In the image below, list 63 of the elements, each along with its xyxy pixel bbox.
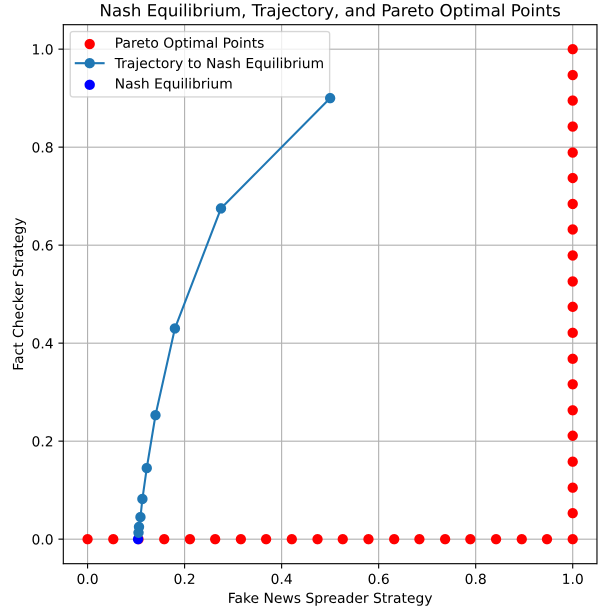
point [568, 276, 578, 287]
point [286, 534, 298, 544]
y-tick-label: 1.0 [33, 44, 53, 55]
y-tick-label: 0.4 [32, 338, 53, 349]
point [150, 410, 161, 420]
x-tick-label: 0.8 [466, 574, 486, 584]
point [465, 534, 476, 544]
point [568, 430, 578, 441]
x-tick-label: 0.4 [272, 574, 292, 584]
point [159, 534, 170, 544]
point [568, 328, 578, 338]
point [324, 92, 336, 104]
x-tick-label: 0.0 [77, 574, 98, 584]
point [108, 534, 118, 544]
point [338, 534, 348, 544]
point [135, 512, 146, 522]
legend-label: Trajectory to Nash Equilibrium [114, 58, 323, 71]
point [568, 456, 578, 467]
point [82, 534, 93, 544]
point [216, 203, 226, 214]
point [184, 534, 196, 544]
point [236, 534, 246, 544]
point [568, 379, 578, 390]
point [137, 494, 148, 504]
x-tick-label: 1.0 [563, 574, 583, 584]
point [568, 224, 578, 235]
legend-label: Pareto Optimal Points [116, 37, 264, 51]
point [568, 70, 578, 80]
point [170, 323, 180, 334]
y-tick-label: 0.8 [32, 142, 53, 153]
point [414, 534, 425, 544]
point [568, 482, 578, 493]
point [363, 534, 374, 544]
y-tick-label: 0.6 [32, 240, 53, 251]
chart-title: Nash Equilibrium, Trajectory, and Pareto Optimal Points [101, 4, 560, 20]
x-tick-label: 0.6 [368, 574, 389, 584]
point [568, 95, 578, 106]
point [490, 534, 502, 544]
point [516, 534, 527, 544]
point [568, 147, 578, 158]
point [312, 534, 323, 544]
point [260, 534, 272, 544]
x-axis-title: Fake News Spreader Strategy [229, 592, 432, 606]
point [210, 534, 220, 544]
x-tick-label: 0.2 [174, 574, 194, 584]
legend-label: Nash Equilibrium [116, 78, 232, 92]
point [568, 405, 578, 416]
point [568, 198, 578, 210]
point [142, 462, 152, 474]
point [568, 302, 578, 312]
y-tick-label: 0.2 [32, 436, 52, 447]
point [568, 44, 578, 54]
point [388, 534, 400, 544]
point [568, 508, 578, 518]
point [568, 121, 578, 132]
y-tick-label: 0.0 [32, 534, 53, 545]
point [440, 534, 450, 544]
y-axis-title: Fact Checker Strategy [12, 218, 26, 370]
point [542, 534, 552, 544]
point [568, 354, 578, 364]
point [568, 534, 578, 544]
point [568, 172, 578, 184]
point [568, 250, 578, 261]
